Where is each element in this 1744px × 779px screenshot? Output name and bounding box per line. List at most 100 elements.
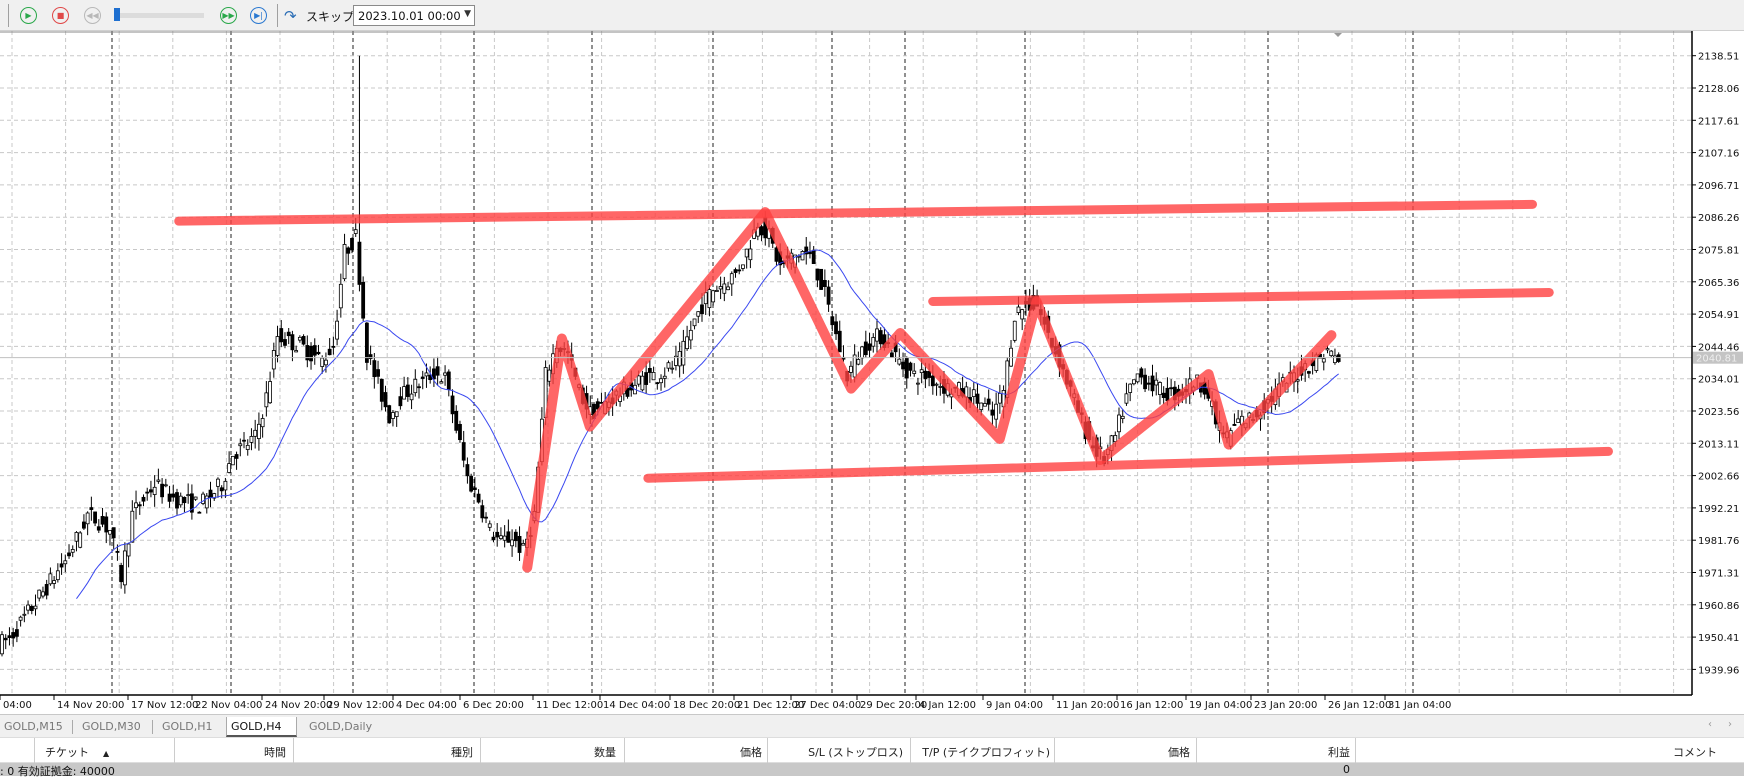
candle-body: [510, 539, 514, 547]
tab-gold-daily[interactable]: GOLD,Daily: [309, 720, 373, 733]
candle-body: [93, 511, 97, 524]
candle-body: [309, 345, 313, 362]
candle-body: [238, 443, 243, 447]
candle-body: [368, 354, 373, 359]
play-button[interactable]: ▶: [20, 7, 37, 24]
moving-average: [76, 249, 1339, 599]
candle-body: [513, 531, 518, 542]
skip-date-select[interactable]: 2023.10.01 00:00 ▼: [353, 5, 475, 26]
candle-body: [193, 496, 198, 500]
candle-body: [919, 369, 924, 374]
speed-slider-thumb[interactable]: [114, 8, 120, 21]
candle-body: [305, 345, 310, 361]
candle-body: [364, 322, 369, 363]
skip-icon[interactable]: ↷: [284, 7, 297, 25]
column-take-profit[interactable]: T/P (テイクプロフィット): [922, 746, 1050, 759]
column-profit[interactable]: 利益: [1328, 746, 1350, 759]
scroll-left-icon[interactable]: ‹: [1708, 719, 1712, 730]
candle-body: [703, 292, 708, 305]
chart-grid: [0, 31, 1692, 695]
candle-body: [1124, 393, 1129, 404]
fast-forward-button[interactable]: ▶▶: [220, 7, 237, 24]
chevron-down-icon[interactable]: ▼: [464, 9, 471, 19]
candle-body: [1131, 379, 1136, 385]
candle-body: [666, 362, 671, 369]
candle-body: [476, 493, 481, 503]
y-tick-label: 1939.96: [1698, 665, 1739, 676]
stop-button[interactable]: ■: [52, 7, 69, 24]
x-tick-label: 04:00: [3, 700, 32, 711]
price-chart[interactable]: 2138.51 2128.06 2117.61 2107.16 2096.71 2086.…: [0, 0, 1744, 714]
candle-body: [405, 384, 410, 397]
candle-body: [335, 320, 340, 340]
candle-body: [1150, 375, 1155, 392]
candle-body: [904, 357, 909, 379]
candle-body: [59, 563, 64, 568]
tab-gold-m30[interactable]: GOLD,M30: [82, 720, 141, 733]
candle-body: [521, 543, 526, 546]
candle-body: [834, 321, 838, 335]
tab-gold-m15[interactable]: GOLD,M15: [4, 720, 63, 733]
step-forward-button[interactable]: ▶|: [250, 7, 267, 24]
candle-body: [912, 370, 917, 374]
column-time[interactable]: 時間: [264, 746, 286, 759]
candle-body: [48, 573, 53, 585]
candle-body: [197, 511, 202, 514]
candle-body: [33, 605, 38, 610]
column-type[interactable]: 種別: [451, 746, 473, 759]
candle-body: [647, 368, 652, 373]
candle-body: [867, 343, 872, 351]
candle-body: [104, 516, 109, 533]
candle-body: [916, 382, 920, 385]
candle-body: [1117, 414, 1121, 433]
candle-body: [67, 552, 71, 557]
candle-body: [688, 329, 693, 341]
candle-body: [44, 584, 49, 596]
moving-average-line: [76, 249, 1339, 599]
drawings: [174, 199, 1613, 573]
candle-body: [242, 439, 246, 442]
candle-body: [398, 396, 403, 407]
candle-body: [871, 337, 876, 347]
scroll-right-icon[interactable]: ›: [1728, 719, 1732, 730]
candle-body: [227, 463, 232, 473]
candle-body: [376, 369, 380, 377]
candle-body: [63, 560, 68, 565]
candle-body: [640, 375, 645, 391]
column-stop-loss[interactable]: S/L (ストップロス): [808, 746, 903, 759]
y-tick-label: 1960.86: [1698, 601, 1739, 612]
candle-body: [149, 489, 153, 493]
column-ticket[interactable]: チケット ▲: [45, 746, 110, 759]
tab-gold-h1[interactable]: GOLD,H1: [162, 720, 213, 733]
candle-body: [804, 246, 809, 255]
column-comment[interactable]: コメント: [1673, 746, 1717, 759]
tab-separator: [72, 720, 73, 734]
candle-body: [55, 570, 60, 581]
speed-slider[interactable]: [114, 13, 204, 18]
candle-body: [268, 381, 272, 404]
candle-body: [264, 392, 269, 408]
rewind-button[interactable]: ◀◀: [84, 7, 101, 24]
candle-body: [249, 436, 254, 443]
candle-body: [89, 507, 94, 510]
column-volume[interactable]: 数量: [594, 746, 616, 759]
candle-body: [279, 328, 284, 343]
chart-axes: 2040.81: [0, 31, 1743, 700]
candles: [0, 55, 1341, 657]
candle-body: [435, 366, 440, 376]
candle-body: [729, 273, 734, 285]
candle-body: [175, 492, 179, 509]
column-close-price[interactable]: 価格: [1168, 746, 1190, 759]
candle-body: [997, 393, 1002, 404]
candle-body: [301, 336, 306, 345]
candle-body: [737, 269, 742, 272]
candle-body: [711, 290, 716, 303]
candle-body: [443, 372, 447, 376]
candle-body: [651, 371, 656, 381]
tab-gold-h4[interactable]: GOLD,H4: [226, 717, 297, 737]
y-tick-label: 2138.51: [1698, 52, 1739, 63]
column-price[interactable]: 価格: [740, 746, 762, 759]
candle-body: [856, 359, 861, 365]
candle-body: [96, 526, 101, 531]
skip-button[interactable]: スキップ: [306, 10, 355, 24]
